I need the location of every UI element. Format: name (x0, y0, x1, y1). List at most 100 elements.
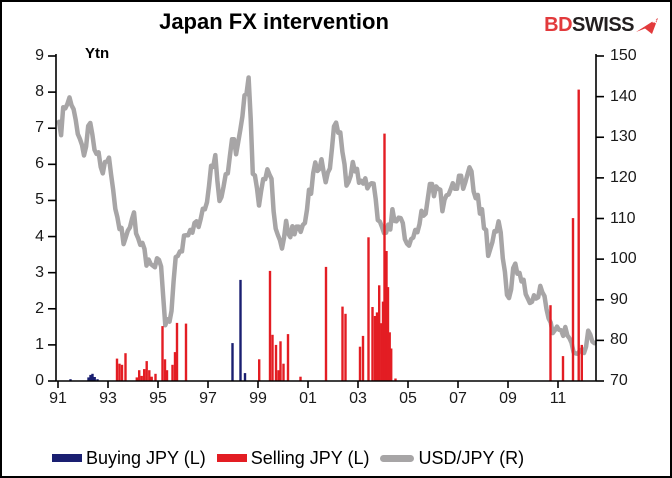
logo-arrow-icon (636, 17, 658, 34)
selling-jpy-bar (124, 353, 127, 381)
right-axis-tick-label: 140 (610, 87, 637, 105)
selling-jpy-bar (394, 378, 397, 381)
x-axis-tick-label: 09 (499, 390, 517, 407)
logo-text-bd: BD (544, 14, 573, 36)
selling-jpy-bar (286, 334, 290, 381)
x-axis-tick-label: 03 (349, 390, 367, 407)
selling-jpy-bar (120, 364, 124, 382)
right-axis-tick-label: 110 (610, 209, 636, 227)
legend-label-usdjpy: USD/JPY (R) (418, 447, 525, 468)
selling-jpy-bar (145, 361, 148, 381)
selling-jpy-bar (163, 359, 167, 381)
selling-jpy-bar (375, 312, 379, 381)
chart-legend: Buying JPY (L) Selling JPY (L) USD/JPY (… (52, 446, 535, 470)
left-axis-tick-label: 0 (35, 372, 44, 389)
selling-jpy-bar (184, 323, 188, 381)
selling-jpy-swatch-icon (216, 454, 247, 462)
selling-jpy-bar (115, 358, 119, 381)
selling-jpy-bar (299, 376, 302, 381)
buying-jpy-bar (243, 373, 247, 381)
selling-jpy-bar (385, 251, 388, 381)
selling-jpy-bar (135, 377, 138, 381)
selling-jpy-bar (386, 287, 390, 381)
selling-jpy-bar (140, 375, 143, 381)
legend-label-buying-jpy: Buying JPY (L) (86, 447, 206, 468)
selling-jpy-bar (258, 359, 261, 381)
buying-jpy-bar (231, 343, 234, 381)
x-axis-tick-label: 05 (399, 390, 417, 407)
left-axis-tick-label: 7 (35, 119, 44, 137)
selling-jpy-bar (173, 352, 177, 381)
selling-jpy-bar (161, 326, 164, 381)
selling-jpy-bar (390, 348, 393, 381)
buying-jpy-swatch-icon (52, 454, 82, 462)
buying-jpy-bar (93, 377, 96, 381)
selling-jpy-bar (580, 344, 583, 381)
legend-item-usdjpy: USD/JPY (R) (380, 448, 524, 469)
x-axis-tick-label: 11 (549, 390, 567, 407)
x-axis-tick-label: 01 (299, 390, 317, 407)
left-axis-tick-label: 1 (35, 335, 44, 353)
selling-jpy-bar (138, 370, 141, 381)
x-axis-tick-label: 07 (449, 390, 467, 407)
right-axis-tick-label: 130 (610, 128, 637, 146)
selling-jpy-bar (341, 306, 344, 381)
selling-jpy-bar (373, 316, 377, 381)
left-axis-unit-label: Ytn (85, 45, 110, 62)
usdjpy-line (56, 75, 597, 357)
selling-jpy-bar (282, 363, 285, 381)
left-axis-tick-label: 8 (35, 83, 44, 101)
selling-jpy-bar (279, 341, 282, 381)
right-axis-tick-label: 100 (610, 250, 637, 268)
selling-jpy-bar (381, 301, 385, 381)
selling-jpy-bar (549, 305, 552, 381)
logo-text-swiss: SWISS (572, 14, 634, 36)
selling-jpy-bar (324, 266, 328, 381)
selling-jpy-bar (361, 335, 365, 381)
x-axis-tick-label: 95 (149, 390, 167, 407)
selling-jpy-bar (380, 323, 383, 381)
legend-item-buying-jpy: Buying JPY (L) (52, 448, 206, 469)
selling-jpy-bar (371, 307, 374, 381)
selling-jpy-bar (358, 346, 362, 381)
brand-logo: BD SWISS (544, 14, 658, 37)
legend-label-selling-jpy: Selling JPY (L) (250, 447, 370, 468)
left-axis-tick-label: 3 (35, 263, 44, 281)
selling-jpy-bar (268, 270, 272, 381)
x-axis-tick-label: 97 (199, 390, 217, 407)
selling-jpy-bar (271, 334, 274, 381)
selling-jpy-bar (277, 370, 280, 381)
buying-jpy-bar (87, 377, 90, 381)
left-axis-tick-label: 2 (35, 299, 44, 317)
left-axis-tick-label: 6 (35, 155, 44, 173)
selling-jpy-bar (165, 370, 169, 381)
selling-jpy-bar (175, 322, 179, 381)
buying-jpy-bar (239, 279, 242, 381)
buying-jpy-bar (96, 379, 99, 381)
selling-jpy-bar (274, 344, 278, 381)
selling-jpy-bar (150, 376, 153, 381)
selling-jpy-bar (378, 285, 381, 381)
selling-jpy-bar (367, 237, 370, 381)
x-axis-tick-label: 99 (249, 390, 267, 407)
left-axis-tick-label: 4 (35, 227, 44, 245)
legend-item-selling-jpy: Selling JPY (L) (216, 447, 370, 469)
selling-jpy-bar (344, 313, 347, 381)
left-axis-tick-label: 9 (35, 47, 44, 64)
right-axis-tick-label: 70 (610, 372, 628, 389)
selling-jpy-bar (154, 373, 157, 381)
buying-jpy-bar (89, 374, 92, 381)
buying-jpy-bar (69, 379, 72, 381)
selling-jpy-bar (388, 332, 391, 382)
selling-jpy-bar (561, 356, 565, 381)
chart-title: Japan FX intervention (159, 9, 389, 34)
right-axis-tick-label: 80 (610, 331, 628, 349)
selling-jpy-bar (143, 369, 146, 381)
buying-jpy-bar (91, 373, 94, 381)
selling-jpy-bar (577, 89, 580, 381)
selling-jpy-bar (571, 218, 575, 381)
x-axis-tick-label: 93 (99, 390, 117, 407)
x-axis-tick-label: 91 (49, 390, 67, 407)
